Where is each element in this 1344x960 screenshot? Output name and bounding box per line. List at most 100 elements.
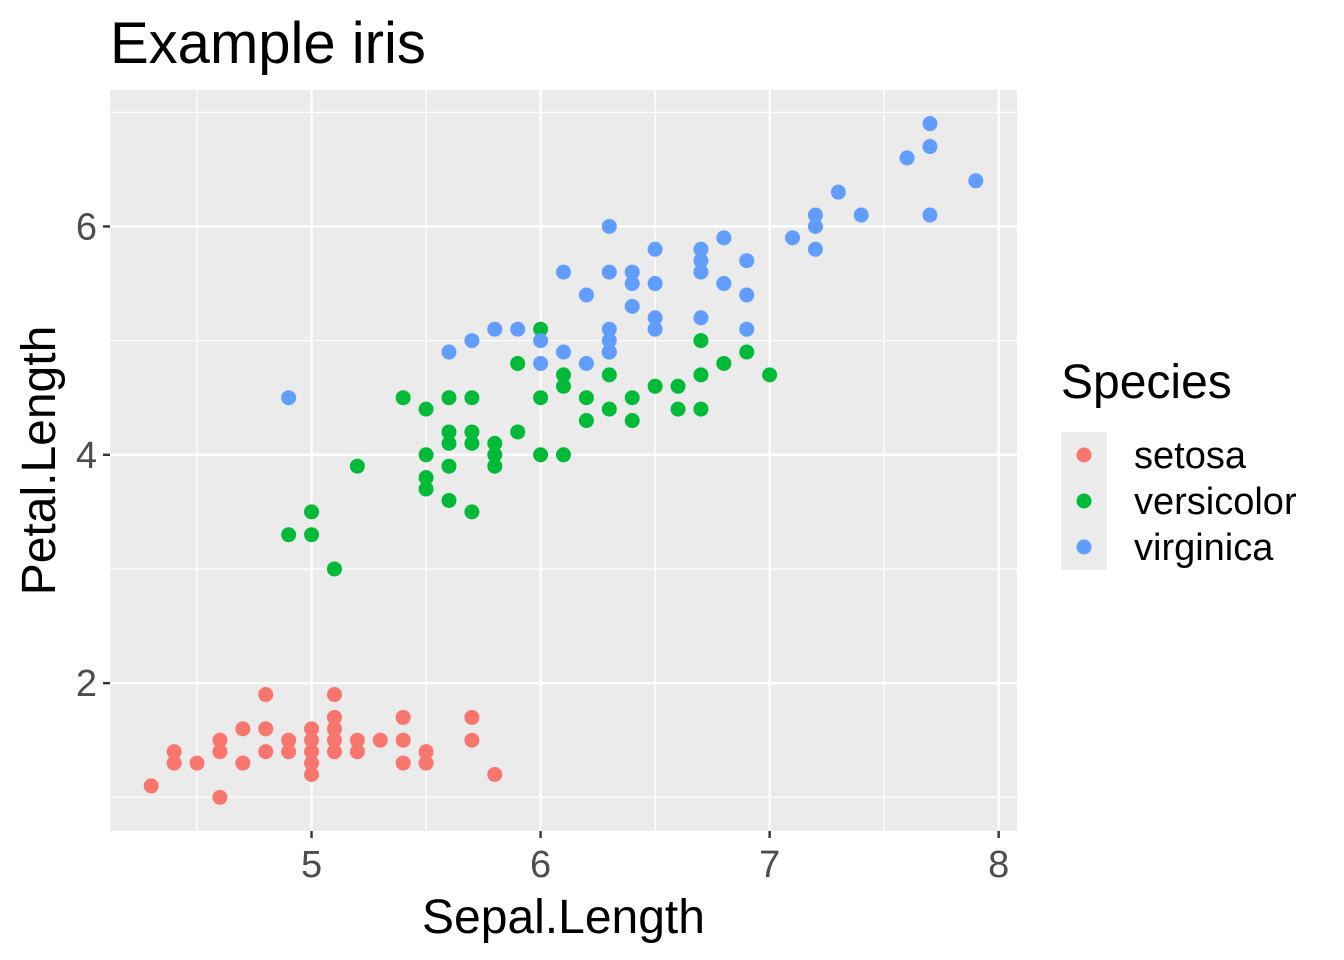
data-point-setosa [326, 744, 342, 760]
data-point-setosa [326, 709, 342, 725]
data-point-versicolor [326, 561, 342, 577]
data-point-virginica [533, 333, 549, 349]
data-point-setosa [304, 721, 320, 737]
data-point-setosa [304, 755, 320, 771]
chart-title: Example iris [110, 11, 426, 76]
plot-panel [110, 90, 1017, 831]
data-point-versicolor [693, 333, 709, 349]
data-point-setosa [212, 744, 228, 760]
y-axis: 2 4 6 [76, 206, 110, 705]
data-point-versicolor [304, 527, 320, 543]
data-point-versicolor [441, 390, 457, 406]
data-point-setosa [258, 687, 274, 703]
data-point-virginica [693, 253, 709, 269]
data-point-setosa [143, 778, 159, 794]
data-point-versicolor [556, 378, 571, 394]
data-point-setosa [395, 755, 411, 771]
data-point-versicolor [510, 355, 526, 371]
data-point-virginica [807, 218, 823, 234]
data-point-setosa [304, 766, 320, 782]
y-tick-label: 4 [76, 435, 97, 477]
series-virginica [281, 116, 984, 406]
data-point-virginica [601, 344, 617, 360]
data-point-virginica [739, 321, 755, 337]
data-point-setosa [304, 732, 320, 748]
data-point-versicolor [487, 435, 503, 451]
data-point-virginica [853, 207, 869, 223]
data-point-setosa [395, 732, 411, 748]
data-point-setosa [326, 687, 342, 703]
data-point-versicolor [533, 447, 549, 463]
x-axis: 5 6 7 8 [301, 831, 1009, 886]
data-point-virginica [624, 298, 640, 314]
data-point-versicolor [464, 390, 480, 406]
data-point-setosa [464, 709, 480, 725]
data-point-virginica [807, 207, 823, 223]
data-point-setosa [281, 732, 297, 748]
data-point-versicolor [762, 367, 778, 383]
data-point-versicolor [418, 401, 434, 417]
data-point-virginica [785, 230, 801, 246]
data-point-virginica [739, 253, 755, 269]
data-point-versicolor [510, 424, 526, 440]
data-point-versicolor [739, 344, 755, 360]
data-point-virginica [533, 355, 549, 371]
data-point-setosa [235, 721, 251, 737]
data-point-versicolor [304, 504, 320, 520]
series-setosa [143, 687, 503, 805]
data-point-versicolor [281, 527, 297, 543]
minor-gridlines [110, 90, 1017, 831]
x-tick-label: 7 [759, 844, 780, 886]
data-point-setosa [395, 709, 411, 725]
data-point-versicolor [418, 470, 434, 486]
data-points [143, 116, 984, 805]
data-point-setosa [349, 732, 365, 748]
data-point-setosa [304, 744, 320, 760]
x-tick-label: 8 [988, 844, 1009, 886]
legend-label-setosa: setosa [1134, 435, 1247, 477]
data-point-virginica [624, 276, 640, 292]
data-point-virginica [556, 264, 571, 280]
data-point-versicolor [487, 458, 503, 474]
data-point-virginica [647, 321, 663, 337]
data-point-virginica [830, 184, 846, 200]
x-axis-title: Sepal.Length [422, 891, 705, 944]
data-point-versicolor [464, 424, 480, 440]
legend-title: Species [1061, 356, 1232, 409]
data-point-virginica [601, 264, 617, 280]
data-point-setosa [418, 744, 434, 760]
data-point-versicolor [441, 492, 457, 508]
y-axis-title: Petal.Length [13, 326, 66, 596]
data-point-virginica [922, 207, 938, 223]
data-point-virginica [693, 264, 709, 280]
data-point-versicolor [418, 447, 434, 463]
data-point-versicolor [487, 447, 503, 463]
data-point-versicolor [624, 390, 640, 406]
data-point-virginica [807, 241, 823, 257]
data-point-versicolor [533, 321, 549, 337]
data-point-virginica [647, 276, 663, 292]
data-point-virginica [441, 344, 457, 360]
data-point-setosa [258, 744, 274, 760]
data-point-setosa [258, 721, 274, 737]
data-point-virginica [601, 333, 617, 349]
data-point-virginica [647, 310, 663, 326]
data-point-virginica [647, 241, 663, 257]
x-tick-label: 5 [301, 844, 322, 886]
data-point-setosa [189, 755, 205, 771]
data-point-virginica [899, 150, 915, 166]
data-point-setosa [349, 744, 365, 760]
data-point-virginica [693, 241, 709, 257]
data-point-virginica [578, 287, 594, 303]
data-point-setosa [235, 755, 251, 771]
data-point-virginica [922, 139, 938, 155]
data-point-versicolor [578, 390, 594, 406]
data-point-versicolor [441, 435, 457, 451]
data-point-virginica [601, 218, 617, 234]
data-point-setosa [326, 721, 342, 737]
data-point-virginica [601, 321, 617, 337]
data-point-versicolor [556, 447, 571, 463]
data-point-versicolor [464, 504, 480, 520]
